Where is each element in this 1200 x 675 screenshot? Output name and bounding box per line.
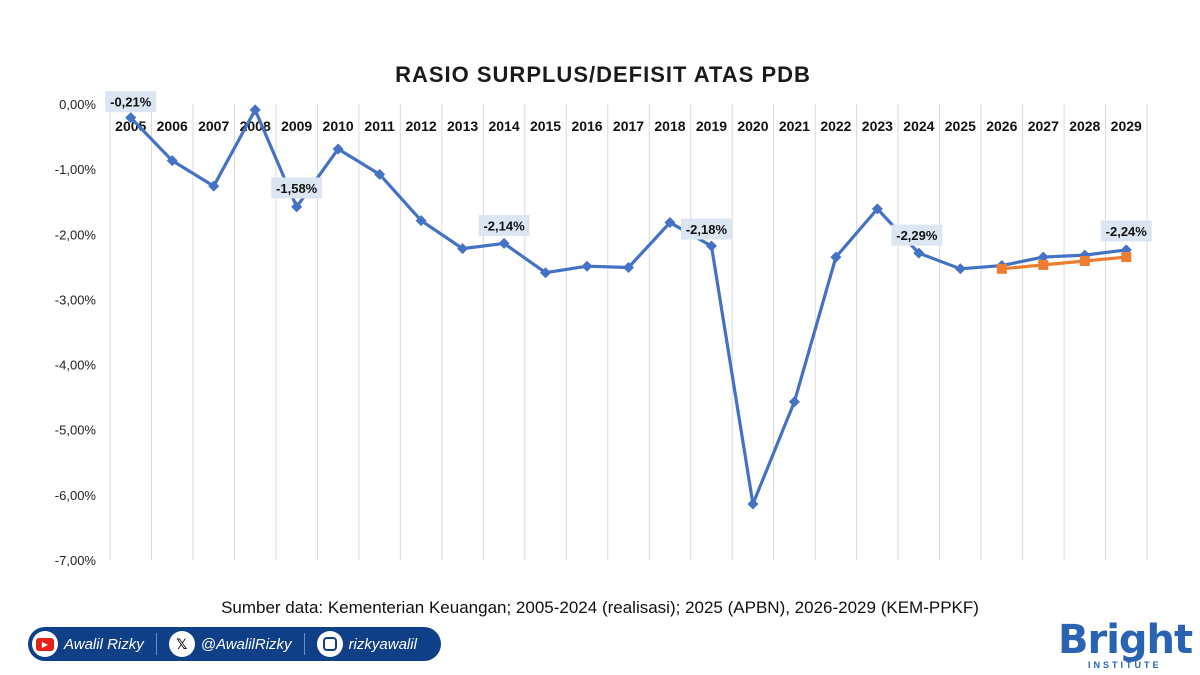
x-tick-label: 2014 (488, 118, 519, 134)
data-label-box (1100, 220, 1152, 242)
series-line (129, 108, 1127, 506)
social-links: ▶ Awalil Rizky 𝕏 @AwalilRizky rizkyawali… (28, 627, 441, 661)
data-point (954, 263, 966, 275)
x-tick-label: 2017 (613, 118, 644, 134)
data-point (623, 262, 634, 274)
y-tick-label: -4,00% (55, 358, 97, 373)
x-tick-label: 2011 (364, 118, 395, 134)
data-point (540, 267, 552, 279)
x-tick-label: 2015 (530, 118, 561, 134)
data-label: -2,14% (483, 218, 525, 233)
data-label: -2,18% (686, 222, 728, 237)
data-label: -2,24% (1106, 224, 1148, 239)
instagram-icon (316, 631, 343, 657)
x-tick-label: 2020 (737, 118, 768, 134)
data-point (1079, 255, 1090, 266)
x-tick-label: 2022 (820, 118, 851, 134)
data-label-box (680, 218, 732, 240)
data-label: -0,21% (110, 95, 152, 110)
y-axis: 0,00% -1,00% -2,00% -3,00% -4,00% -5,00% -6,00… (55, 97, 97, 568)
x-tick-label: 2025 (945, 118, 976, 134)
divider (303, 633, 305, 655)
data-point (1037, 251, 1049, 263)
series-line (1001, 255, 1127, 271)
data-point (332, 143, 344, 155)
x-tick-label: 2024 (903, 118, 934, 134)
data-point (871, 203, 883, 215)
x-tick-label: 2010 (323, 118, 354, 134)
data-point (1038, 259, 1049, 270)
data-point (1121, 252, 1132, 263)
y-tick-label: 0,00% (59, 97, 96, 112)
x-tick-label: 2018 (654, 118, 685, 134)
data-point (705, 240, 717, 252)
data-labels: -0,21% -1,58% -2,14% -2,18% -2,29% -2,24% (105, 91, 1152, 246)
youtube-link[interactable]: ▶ Awalil Rizky (32, 631, 144, 657)
y-tick-label: -1,00% (55, 162, 97, 177)
youtube-icon: ▶ (32, 631, 58, 657)
x-tick-label: 2009 (281, 118, 312, 134)
y-tick-label: -7,00% (55, 553, 97, 568)
source-note: Sumber data: Kementerian Keuangan; 2005-… (221, 598, 979, 617)
data-point (125, 112, 137, 124)
vertical-gridlines (109, 104, 1148, 560)
y-tick-label: -2,00% (55, 227, 97, 242)
instagram-link[interactable]: rizkyawalil (316, 631, 417, 657)
y-tick-label: -6,00% (55, 488, 97, 503)
chart-title: RASIO SURPLUS/DEFISIT ATAS PDB (395, 62, 811, 87)
data-label-box (271, 177, 323, 199)
brand-logo: Bright INSTITUTE (1058, 617, 1193, 670)
data-point (664, 217, 676, 229)
data-point (581, 260, 593, 272)
x-tick-label: 2019 (696, 118, 727, 134)
x-tick-label: 2012 (406, 118, 437, 134)
data-label: -2,29% (896, 228, 938, 243)
x-tick-label: 2016 (571, 118, 602, 134)
x-axis: 2005 2006 2007 2008 2009 2010 2011 2012 2013 2014… (115, 118, 1142, 134)
y-tick-label: -5,00% (55, 423, 97, 438)
youtube-handle: Awalil Rizky (64, 635, 144, 653)
data-label-box (105, 91, 157, 113)
x-handle: @AwalilRizky (200, 635, 292, 653)
data-point (747, 498, 759, 510)
data-point (498, 237, 510, 249)
x-tick-label: 2029 (1111, 118, 1142, 134)
x-tick-label: 2007 (198, 118, 229, 134)
x-tick-label: 2005 (115, 118, 146, 134)
brand-name: Bright (1058, 617, 1193, 663)
data-point (291, 201, 303, 213)
x-tick-label: 2026 (986, 118, 1017, 134)
x-tick-label: 2013 (447, 118, 478, 134)
x-tick-label: 2027 (1028, 118, 1059, 134)
data-point (457, 243, 469, 255)
series-layer (125, 104, 1132, 510)
x-tick-label: 2028 (1069, 118, 1100, 134)
data-point (1079, 249, 1091, 261)
data-label-box (478, 214, 530, 236)
y-tick-label: -3,00% (55, 292, 97, 307)
x-tick-label: 2021 (779, 118, 810, 134)
data-label-box (891, 224, 943, 246)
data-point (913, 247, 925, 259)
instagram-handle: rizkyawalil (348, 635, 417, 653)
divider (155, 633, 157, 655)
data-label: -1,58% (276, 181, 318, 196)
brand-subtitle: INSTITUTE (1088, 660, 1162, 670)
data-point (830, 251, 842, 263)
data-point (208, 180, 220, 192)
data-point (249, 104, 261, 116)
x-link[interactable]: 𝕏 @AwalilRizky (168, 631, 292, 657)
data-point (415, 215, 427, 227)
data-point (374, 168, 386, 180)
data-point (166, 155, 178, 167)
x-icon: 𝕏 (168, 631, 195, 657)
x-tick-label: 2023 (862, 118, 893, 134)
x-tick-label: 2006 (157, 118, 188, 134)
data-point (996, 263, 1007, 274)
data-point (788, 396, 800, 408)
